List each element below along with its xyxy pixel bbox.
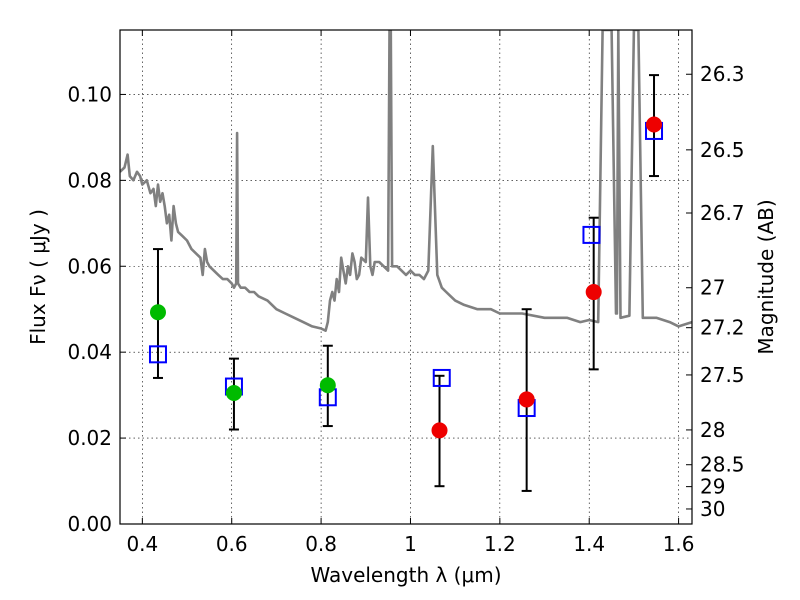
- y-tick-label: 0.04: [67, 340, 112, 364]
- right-tick-label: 30: [700, 497, 725, 521]
- x-tick-label: 1.6: [663, 532, 695, 556]
- x-tick-label: 1.4: [573, 532, 605, 556]
- model-photometry-square: [432, 368, 451, 387]
- x-tick-label: 1.2: [484, 532, 516, 556]
- y-tick-label: 0.10: [67, 82, 112, 106]
- right-tick-label: 26.5: [700, 138, 745, 162]
- observed-flux-point: [646, 116, 663, 133]
- x-axis-title: Wavelength λ (μm): [310, 563, 501, 587]
- right-tick-label: 28: [700, 418, 725, 442]
- y-tick-label: 0.02: [67, 426, 112, 450]
- template-spectrum-line: [120, 30, 692, 332]
- ticks: 0.4 0.6 0.8 1 1.2 1.4 1.6 0.00 0.02 0.04 0.06 0.08 0…: [67, 30, 745, 556]
- observed-flux-point: [225, 384, 242, 401]
- right-tick-label: 26.7: [700, 201, 745, 225]
- observed-flux-point: [585, 284, 602, 301]
- observed-flux-point: [431, 422, 448, 439]
- y-tick-label: 0.08: [67, 168, 112, 192]
- observed-flux-point: [149, 304, 166, 321]
- plot-frame: [119, 29, 693, 525]
- x-tick-label: 0.8: [305, 532, 337, 556]
- right-tick-label: 28.5: [700, 453, 745, 477]
- x-tick-label: 0.6: [216, 532, 248, 556]
- right-tick-label: 26.3: [700, 62, 745, 86]
- y-tick-label: 0.06: [67, 254, 112, 278]
- observed-flux-point: [319, 377, 336, 394]
- grid: [120, 30, 692, 525]
- y-tick-label: 0.00: [67, 512, 112, 536]
- right-axis-title: Magnitude (AB): [754, 199, 778, 354]
- model-photometry-square: [582, 225, 601, 244]
- x-tick-label: 0.4: [126, 532, 158, 556]
- observed-flux-point: [518, 391, 535, 408]
- right-tick-label: 27.5: [700, 363, 745, 387]
- x-tick-label: 1: [404, 532, 417, 556]
- plot-data: [120, 30, 692, 492]
- y-axis-title: Flux Fν ( μJy ): [26, 209, 50, 345]
- right-tick-label: 27: [700, 276, 725, 300]
- right-tick-label: 27.2: [700, 316, 745, 340]
- right-tick-label: 29: [700, 475, 725, 499]
- model-photometry-square: [148, 345, 167, 364]
